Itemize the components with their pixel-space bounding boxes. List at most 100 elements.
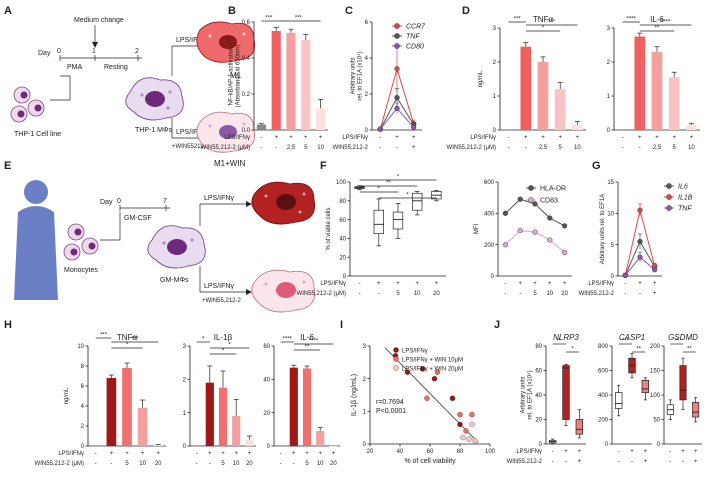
win-treatment-label: +WIN55212-2 (172, 144, 210, 150)
bar (218, 387, 228, 446)
day-7-label: 7 (163, 198, 167, 205)
regression-line (384, 347, 479, 443)
row1-row-label: LPS/IFNγ (342, 135, 368, 141)
row1-condition-label: + (415, 281, 419, 287)
bar (276, 446, 285, 447)
thp1-mphi-label: THP-1 MΦs (135, 127, 173, 134)
row2-condition-label: - (565, 459, 567, 465)
row2-condition-label: 20 (433, 291, 440, 297)
m1-gm-macrophage-icon (251, 181, 316, 225)
data-point (637, 207, 643, 213)
y-tick-label: 2 (493, 60, 497, 66)
y-tick-label: 150 (650, 369, 661, 375)
row2-condition-label: 10 (139, 461, 146, 467)
y-axis-label: Arbitrary unitsrel. to EF1A (x10⁴) (521, 370, 534, 419)
chart-title: TNFα (533, 15, 554, 24)
data-point (532, 201, 538, 207)
row2-condition-label: 10 (317, 461, 324, 467)
row1-condition-label: + (305, 451, 309, 457)
significance-marker: * (558, 339, 561, 345)
row1-condition-label: - (552, 449, 554, 455)
row1-condition-label: + (332, 451, 336, 457)
panel-letter-i: I (340, 319, 343, 331)
panel-b-nfkb-bar-chart: 0.0 0.2 0.4 0.6 NF-kB/AP-1 activation(Absorb… (201, 16, 328, 151)
row2-condition-label: 5 (533, 291, 537, 297)
thp1-macrophage-icon (125, 77, 184, 121)
box (641, 379, 650, 393)
significance-marker: * (571, 347, 574, 353)
bar (329, 446, 338, 447)
y-axis-label-line: NF-kB/AP-1 activation (229, 46, 235, 105)
box (692, 402, 700, 418)
bar (286, 32, 296, 130)
row1-condition-label: + (319, 135, 323, 141)
significance-marker: ** (305, 345, 310, 351)
y-tick-label: 0 (611, 274, 615, 280)
panel-j-gsdmd-box-chart: 0 50 100 150 200 GSDMD - + + - - + ** ** (650, 333, 702, 465)
y-axis-label: MFI (474, 224, 480, 235)
significance-marker: * (542, 26, 545, 32)
day-label: Day (100, 199, 113, 206)
monocytes-icon (63, 223, 99, 261)
scatter-point (457, 421, 463, 428)
x-tick-label: 60 (427, 449, 434, 455)
legend-marker (528, 197, 534, 203)
legend-label: TNF (678, 205, 692, 212)
panel-letter-e: E (4, 160, 11, 172)
row1-condition-label: + (234, 451, 238, 457)
y-tick-label: 400 (484, 212, 495, 218)
y-axis-label: ng/mL (64, 387, 70, 404)
row1-condition-label: + (564, 449, 568, 455)
row1-condition-label: + (221, 451, 225, 457)
monocytes-label: Monocytes (64, 267, 98, 274)
row2-condition-label: - (639, 291, 641, 297)
row2-condition-label: 2,5 (287, 145, 296, 151)
row1-condition-label: + (690, 135, 694, 141)
bar (503, 130, 514, 131)
y-tick-label: 600 (598, 369, 609, 375)
y-tick-label: 3 (607, 26, 611, 32)
bar (686, 124, 697, 130)
y-tick-label: 1 (363, 410, 367, 416)
y-tick-label: 20 (339, 255, 346, 261)
bar (537, 62, 549, 130)
data-point (622, 272, 628, 278)
row2-condition-label: - (209, 461, 211, 467)
row1-row-label: LPS/IFNγ (588, 281, 614, 287)
y-tick-label: 80 (535, 344, 542, 350)
gm-csf-label: GM-CSF (124, 215, 152, 222)
row2-condition-label: 5 (305, 461, 309, 467)
y-tick-label: 0.0 (242, 128, 251, 134)
data-point (532, 229, 538, 235)
row1-condition-label: + (377, 281, 381, 287)
m1-win-macrophage-icon (196, 111, 256, 153)
bar (668, 77, 680, 130)
row2-row-label: WIN55,212-2 (μM) (201, 145, 250, 151)
legend-label: CD83 (540, 197, 558, 204)
bar (316, 431, 325, 446)
bar (245, 439, 254, 446)
x-axis-label: % of cell viability (404, 458, 456, 465)
significance-marker: * (202, 337, 205, 343)
bar (634, 36, 646, 130)
row1-condition-label: + (156, 451, 160, 457)
y-tick-label: 8 (81, 364, 85, 370)
lps-ifng-bottom-label: LPS/IFNγ (176, 129, 206, 136)
y-tick-label: 40 (339, 237, 346, 243)
row2-condition-label: 2,5 (539, 145, 548, 151)
bar (122, 368, 132, 446)
y-tick-label: 60 (535, 369, 542, 375)
row1-condition-label: - (618, 449, 620, 455)
y-tick-label: 800 (598, 344, 609, 350)
row2-row-label: WIN55,212-2 (579, 291, 615, 297)
panel-letter-f: F (320, 160, 327, 172)
box (614, 392, 623, 409)
y-tick-label: 3 (363, 344, 367, 350)
panel-letter-j: J (494, 319, 500, 331)
data-point (517, 227, 523, 234)
y-tick-label: 0 (343, 274, 347, 280)
y-tick-label: 200 (484, 243, 495, 249)
row2-condition-label: - (359, 291, 361, 297)
row1-row-label: LPS/IFNγ (320, 281, 346, 287)
